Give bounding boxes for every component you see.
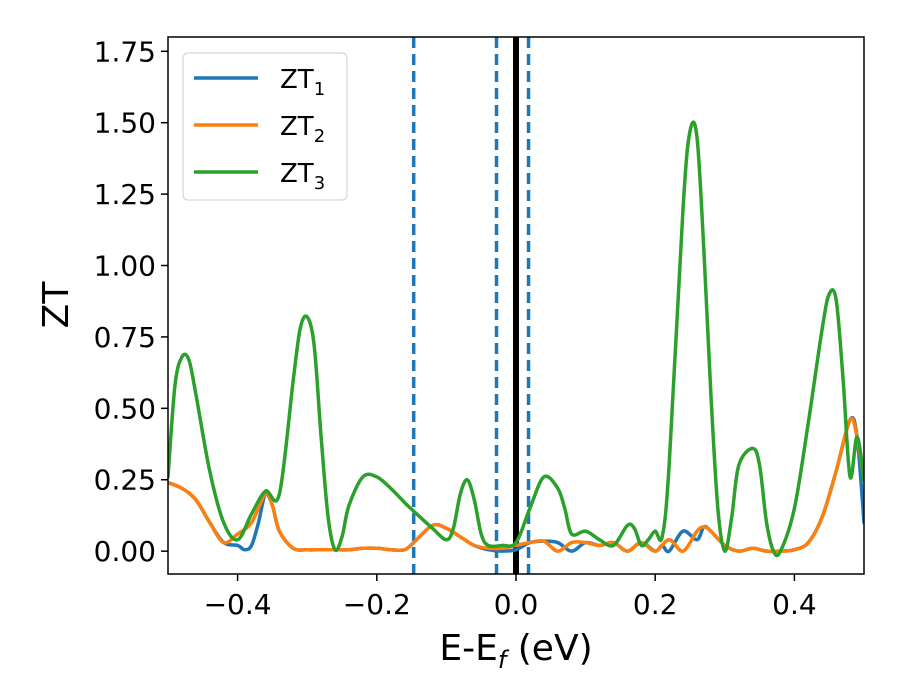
legend-box — [182, 52, 348, 201]
x-tick-label: −0.2 — [343, 588, 411, 621]
y-tick-label: 1.75 — [94, 35, 156, 68]
y-axis-title: ZT — [36, 281, 77, 329]
x-tick-label: 0.2 — [633, 588, 678, 621]
legend-label-zt3: ZT3 — [280, 159, 325, 194]
legend: ZT1 ZT2 ZT3 — [182, 52, 348, 201]
x-tick-label: 0.4 — [772, 588, 817, 621]
y-tick-label: 1.25 — [94, 178, 156, 211]
legend-label-zt1: ZT1 — [280, 65, 325, 100]
y-tick-label: 0.00 — [94, 535, 156, 568]
y-tick-label: 0.75 — [94, 321, 156, 354]
series-line-zt3 — [168, 120, 864, 558]
legend-label-zt2: ZT2 — [280, 112, 325, 147]
series-line-zt2 — [168, 416, 864, 554]
y-tick-label: 1.00 — [94, 250, 156, 283]
x-axis-title: E-Ef (eV) — [439, 628, 592, 674]
x-tick-label: 0.0 — [494, 588, 539, 621]
y-tick-label: 0.25 — [94, 464, 156, 497]
y-tick-label: 0.50 — [94, 392, 156, 425]
x-tick-label: −0.4 — [204, 588, 272, 621]
y-tick-label: 1.50 — [94, 107, 156, 140]
